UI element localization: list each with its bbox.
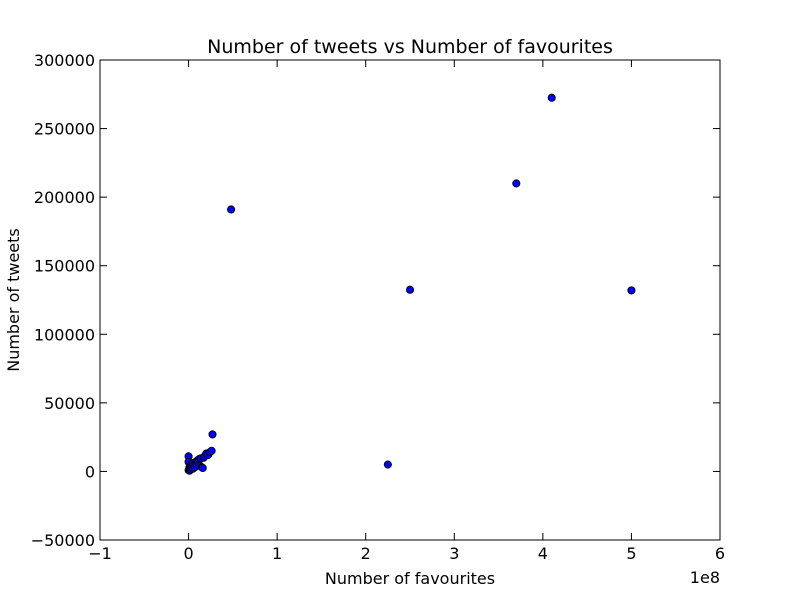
x-axis-scale-label: 1e8 xyxy=(690,568,720,587)
data-point xyxy=(198,463,207,473)
y-tick-label: 100000 xyxy=(34,325,95,344)
x-axis-label: Number of favourites xyxy=(325,569,495,588)
x-tick-label: −1 xyxy=(88,544,112,563)
y-tick-label: 200000 xyxy=(34,188,95,207)
x-tick-label: 3 xyxy=(449,544,459,563)
x-tick-label: 1 xyxy=(272,544,282,563)
y-tick-label: 0 xyxy=(85,462,95,481)
x-tick-label: 6 xyxy=(715,544,725,563)
plot-area: −1 0 1 2 3 4 5 6 −50000 0 50000 100000 150000 200000 2… xyxy=(31,51,725,563)
y-tick-label: 300000 xyxy=(34,51,95,70)
y-tick-label: 50000 xyxy=(44,394,95,413)
y-axis-label: Number of tweets xyxy=(4,228,23,372)
data-point xyxy=(207,446,216,455)
y-tick-label: 250000 xyxy=(34,120,95,139)
data-point xyxy=(627,286,636,295)
data-point xyxy=(208,430,217,439)
y-tick-label: 150000 xyxy=(34,257,95,276)
x-tick-label: 5 xyxy=(626,544,636,563)
x-tick-label: 4 xyxy=(538,544,548,563)
plot-frame xyxy=(99,59,721,541)
x-tick-label: 2 xyxy=(361,544,371,563)
chart-title: Number of tweets vs Number of favourites xyxy=(207,36,613,58)
x-tick-label: 0 xyxy=(183,544,193,563)
data-point xyxy=(405,285,415,294)
data-point xyxy=(512,179,521,188)
y-tick-label: −50000 xyxy=(31,531,95,550)
data-point xyxy=(547,93,556,102)
data-point xyxy=(227,205,236,214)
data-point xyxy=(383,460,392,469)
